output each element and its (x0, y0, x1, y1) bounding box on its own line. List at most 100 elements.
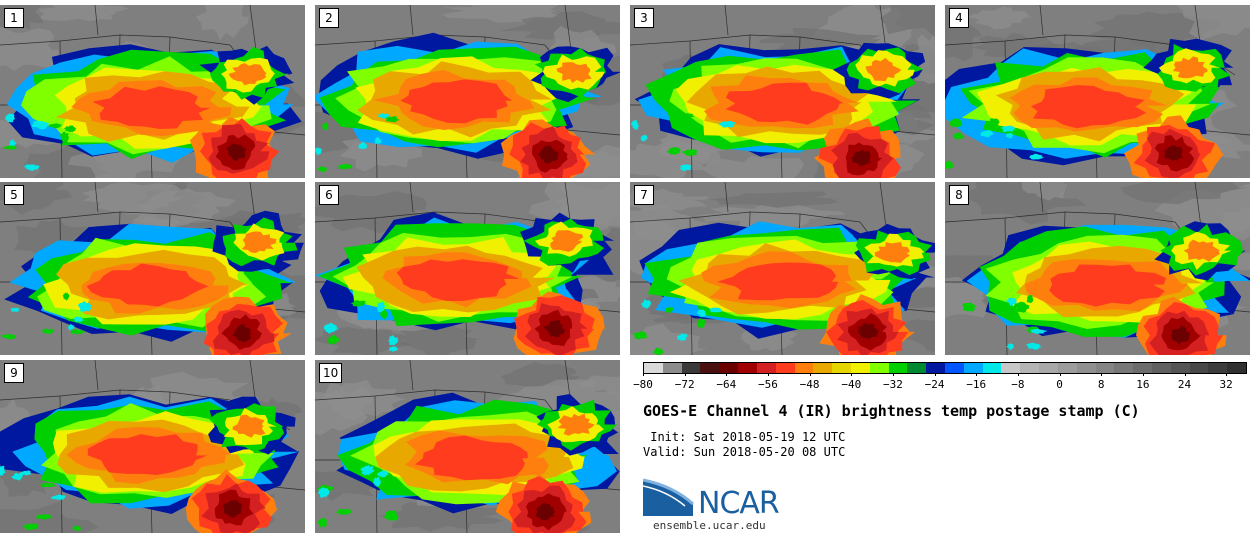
colorbar-segment (775, 363, 795, 373)
colorbar-tick-label: −40 (841, 378, 862, 391)
colorbar-segment (1208, 363, 1228, 373)
satellite-ir-map (630, 182, 935, 355)
satellite-ir-map (0, 5, 305, 178)
panel-number: 1 (4, 8, 24, 28)
colorbar-segment (756, 363, 776, 373)
stamp-panel: 4 (945, 5, 1250, 178)
stamp-panel: 5 (0, 182, 305, 355)
stamp-panel: 10 (315, 360, 620, 533)
panel-number: 4 (949, 8, 969, 28)
panel-number: 10 (319, 363, 343, 383)
colorbar-segment (794, 363, 814, 373)
colorbar-tick-label: −48 (799, 378, 820, 391)
colorbar-segment (1133, 363, 1152, 373)
colorbar-segment (681, 363, 701, 373)
panel-number: 8 (949, 185, 969, 205)
satellite-ir-map (945, 182, 1250, 355)
stamp-panel: 9 (0, 360, 305, 533)
colorbar-tick-mark (934, 373, 936, 376)
colorbar-segment (963, 363, 983, 373)
colorbar-tick-mark (1184, 373, 1186, 376)
ncar-logo-icon (643, 478, 695, 516)
panel-number: 9 (4, 363, 24, 383)
colorbar-segment (700, 363, 720, 373)
panel-number: 5 (4, 185, 24, 205)
colorbar-tick-mark (1017, 373, 1019, 376)
colorbar-tick-mark (1142, 373, 1144, 376)
site-url[interactable]: ensemble.ucar.edu (653, 519, 766, 532)
colorbar-segment (662, 363, 682, 373)
panel-number: 3 (634, 8, 654, 28)
colorbar-tick-label: 8 (1097, 378, 1105, 391)
colorbar-segment (832, 363, 851, 373)
colorbar-tick-mark (809, 373, 811, 376)
colorbar-segment (738, 363, 757, 373)
colorbar-segment (1095, 363, 1115, 373)
colorbar-segment (1151, 363, 1171, 373)
colorbar-segment (1227, 363, 1246, 373)
stamp-panel: 2 (315, 5, 620, 178)
satellite-ir-map (315, 5, 620, 178)
colorbar-segment (850, 363, 870, 373)
colorbar-segment (1001, 363, 1021, 373)
colorbar-segment (926, 363, 945, 373)
colorbar-segment (1039, 363, 1058, 373)
colorbar-tick-mark (1059, 373, 1061, 376)
colorbar-tick-label: −24 (924, 378, 945, 391)
valid-time: Valid: Sun 2018-05-20 08 UTC (643, 445, 846, 459)
colorbar-tick-label: −72 (674, 378, 695, 391)
colorbar-segment (1020, 363, 1040, 373)
colorbar-tick-label: 24 (1177, 378, 1192, 391)
colorbar-segment (1170, 363, 1190, 373)
satellite-ir-map (630, 5, 935, 178)
panel-number: 7 (634, 185, 654, 205)
colorbar-tick-mark (643, 373, 644, 376)
satellite-ir-map (315, 182, 620, 355)
colorbar-tick-mark (684, 373, 686, 376)
stamp-panel: 7 (630, 182, 935, 355)
colorbar-tick-label: −16 (966, 378, 987, 391)
colorbar-tick-mark (726, 373, 728, 376)
colorbar-tick-label: 32 (1219, 378, 1233, 391)
colorbar-segment (1114, 363, 1134, 373)
colorbar-tick-mark (851, 373, 853, 376)
satellite-ir-map (0, 360, 305, 533)
colorbar-tick-mark (767, 373, 769, 376)
ncar-logo-text: NCAR (698, 486, 780, 521)
colorbar-segment (888, 363, 908, 373)
colorbar-segment (1189, 363, 1209, 373)
colorbar-segment (719, 363, 739, 373)
stamp-panel: 1 (0, 5, 305, 178)
colorbar-tick-label: −56 (758, 378, 778, 391)
stamp-panel: 3 (630, 5, 935, 178)
figure-title: GOES-E Channel 4 (IR) brightness temp po… (643, 402, 1140, 420)
colorbar-ticks: −80 −72 −64 −56 −48 −40 −32 −24 −16 −8 0 8 16 24 32 (633, 373, 1247, 392)
colorbar-tick-mark (892, 373, 894, 376)
satellite-ir-map (0, 182, 305, 355)
colorbar-segment (644, 363, 663, 373)
stamp-panel: 6 (315, 182, 620, 355)
colorbar-tick-label: −80 (633, 378, 653, 391)
satellite-ir-map (315, 360, 620, 533)
colorbar-tick-mark (976, 373, 978, 376)
colorbar-tick-label: −32 (882, 378, 903, 391)
colorbar-segment (945, 363, 964, 373)
colorbar-segment (1057, 363, 1077, 373)
colorbar-segment (982, 363, 1002, 373)
colorbar (643, 362, 1247, 374)
colorbar-tick-mark (1101, 373, 1103, 376)
panel-number: 2 (319, 8, 339, 28)
colorbar-segment (869, 363, 889, 373)
colorbar-tick-mark (1226, 373, 1228, 376)
satellite-ir-map (945, 5, 1250, 178)
colorbar-segment (1076, 363, 1096, 373)
colorbar-tick-label: 0 (1056, 378, 1063, 391)
colorbar-segment (907, 363, 927, 373)
panel-number: 6 (319, 185, 339, 205)
colorbar-segment (813, 363, 833, 373)
colorbar-tick-label: 16 (1136, 378, 1150, 391)
colorbar-tick-label: −8 (1011, 378, 1025, 391)
stamp-panel: 8 (945, 182, 1250, 355)
colorbar-tick-label: −64 (716, 378, 737, 391)
init-time: Init: Sat 2018-05-19 12 UTC (643, 430, 846, 444)
